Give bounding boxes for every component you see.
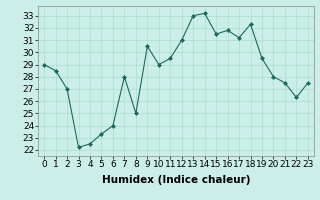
X-axis label: Humidex (Indice chaleur): Humidex (Indice chaleur) xyxy=(102,175,250,185)
